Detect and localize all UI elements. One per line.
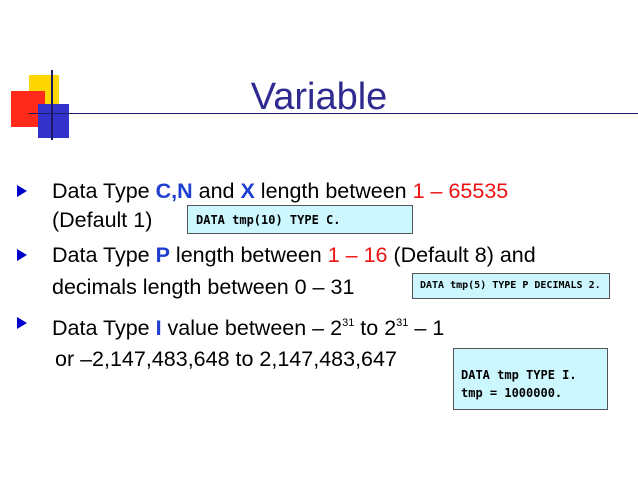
type-c: C (155, 179, 172, 203)
type-i: I (155, 316, 162, 340)
bullet-2-line-2: decimals length between 0 – 31 (52, 275, 355, 299)
title-underline (29, 113, 638, 114)
exponent: 31 (396, 317, 409, 329)
type-n: N (177, 179, 193, 203)
type-p: P (155, 243, 170, 267)
exponent: 31 (342, 317, 355, 329)
decor-blue-square (38, 104, 69, 138)
comma: , (171, 179, 178, 203)
bullet-1-line-1: Data Type C,N and X length between 1 – 6… (52, 178, 508, 204)
text: Data Type (52, 179, 156, 203)
text: (Default 8) and (387, 243, 536, 267)
type-x: X (240, 179, 255, 203)
bullet-marker-1 (17, 185, 27, 197)
range: 1 – 65535 (412, 179, 509, 203)
bullet-2-line-1: Data Type P length between 1 – 16 (Defau… (52, 242, 536, 268)
text: length between (254, 179, 413, 203)
code-box-char: DATA tmp(10) TYPE C. (187, 205, 413, 234)
range: 1 – 16 (327, 243, 388, 267)
bullet-marker-2 (17, 249, 27, 261)
code-line-2: tmp = 1000000. (461, 386, 563, 400)
bullet-3-line-2: or –2,147,483,648 to 2,147,483,647 (55, 347, 397, 371)
text: length between (169, 243, 328, 267)
text: Data Type (52, 243, 156, 267)
bullet-3-line-1: Data Type I value between – 231 to 231 –… (52, 310, 444, 341)
text: to 2 (354, 316, 397, 340)
code-line-1: DATA tmp TYPE I. (461, 368, 577, 382)
text: value between – 2 (161, 316, 343, 340)
text: and (192, 179, 241, 203)
slide-title: Variable (250, 76, 388, 118)
code-box-packed: DATA tmp(5) TYPE P DECIMALS 2. (412, 273, 610, 299)
text: Data Type (52, 316, 156, 340)
text: – 1 (408, 316, 445, 340)
code-box-integer: DATA tmp TYPE I. tmp = 1000000. (453, 348, 608, 410)
decor-vertical-line (51, 70, 53, 140)
bullet-1-line-2: (Default 1) (52, 208, 153, 232)
bullet-marker-3 (17, 317, 27, 329)
